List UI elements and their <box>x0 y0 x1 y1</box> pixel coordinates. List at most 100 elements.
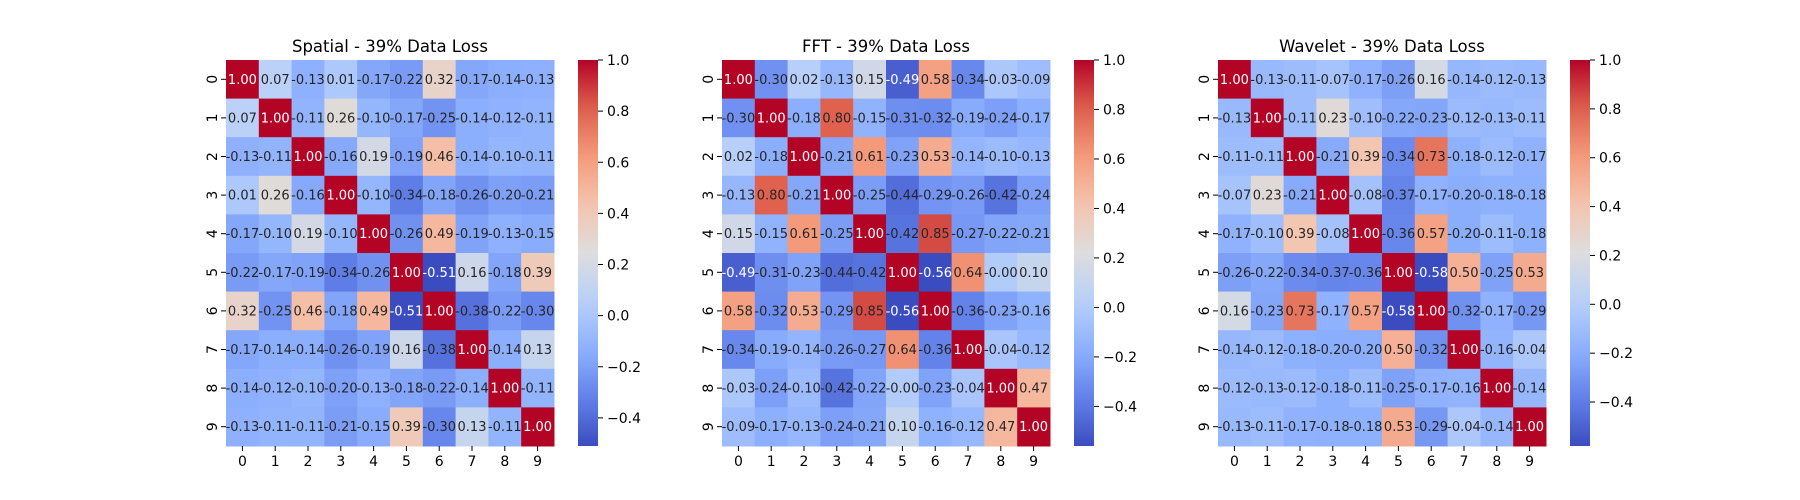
cell-value-label: -0.18 <box>1480 189 1514 204</box>
cell-value-label: -0.12 <box>488 111 522 126</box>
cell-value-label: -0.18 <box>1316 382 1350 397</box>
cell-value-label: 0.10 <box>1019 266 1048 281</box>
cell-value-label: -0.03 <box>722 382 756 397</box>
heatmap-cell <box>1349 137 1383 177</box>
cell-value-label: -0.56 <box>886 304 920 319</box>
chart-title: Wavelet - 39% Data Loss <box>1279 37 1485 56</box>
heatmap-cell <box>984 60 1018 100</box>
heatmap-cell <box>1480 98 1514 138</box>
cell-value-label: 0.73 <box>1417 150 1446 165</box>
heatmap-cell <box>1283 175 1317 215</box>
heatmap-cell <box>357 60 391 100</box>
cell-value-label: 1.00 <box>1351 227 1380 242</box>
heatmap-cell <box>1414 60 1449 100</box>
cell-value-label: 0.26 <box>326 111 355 126</box>
cell-value-label: 0.85 <box>921 227 950 242</box>
cell-value-label: -0.17 <box>390 111 424 126</box>
cell-value-label: -0.22 <box>984 227 1018 242</box>
heatmap-cell <box>1382 175 1416 215</box>
heatmap-cell <box>521 368 555 408</box>
cell-value-label: -0.49 <box>722 266 756 281</box>
heatmap-cell <box>1250 291 1285 331</box>
x-tick-label: 5 <box>1394 454 1403 470</box>
heatmap-cell <box>226 175 260 215</box>
heatmap-cell <box>787 137 821 177</box>
cell-value-label: 1.00 <box>1384 266 1413 281</box>
cell-value-label: 0.80 <box>822 111 851 126</box>
heatmap-cell <box>853 98 887 138</box>
y-tick-label: 7 <box>1197 345 1213 354</box>
colorbar-tick-label: 1.0 <box>1599 53 1621 69</box>
heatmap-cell <box>1414 214 1449 254</box>
cell-value-label: 0.57 <box>1351 304 1380 319</box>
x-tick-label: 0 <box>1230 454 1239 470</box>
heatmap-cell <box>951 330 985 370</box>
heatmap-cell <box>521 60 555 100</box>
cell-value-label: -0.10 <box>291 382 325 397</box>
cell-value-label: -0.10 <box>357 189 391 204</box>
cell-value-label: -0.13 <box>1250 73 1284 88</box>
cell-value-label: -0.03 <box>984 73 1018 88</box>
heatmap-cell <box>754 368 789 408</box>
cell-value-label: -0.26 <box>951 189 985 204</box>
cell-value-label: 1.00 <box>458 343 487 358</box>
heatmap-cell <box>1447 60 1481 100</box>
cell-value-label: -0.17 <box>258 266 292 281</box>
heatmap-cell <box>722 368 756 408</box>
cell-value-label: -0.11 <box>258 420 292 435</box>
cell-value-label: -0.00 <box>886 382 920 397</box>
heatmap-cell <box>1017 291 1051 331</box>
cell-value-label: -0.26 <box>324 343 358 358</box>
heatmap-cell <box>820 98 854 138</box>
cell-value-label: -0.11 <box>1250 150 1284 165</box>
y-tick-label: 1 <box>205 113 221 122</box>
colorbar-tick-label: 0.0 <box>1599 297 1621 313</box>
cell-value-label: -0.11 <box>1250 420 1284 435</box>
heatmap-cell <box>1316 214 1350 254</box>
heatmap-cell <box>1017 368 1051 408</box>
cell-value-label: 0.73 <box>1286 304 1315 319</box>
heatmap-cell <box>455 175 489 215</box>
cell-value-label: -0.10 <box>258 227 292 242</box>
heatmap-cell <box>1382 407 1416 447</box>
cell-value-label: -0.26 <box>1382 73 1416 88</box>
heatmap-cell <box>1250 330 1285 370</box>
cell-value-label: -0.14 <box>291 343 325 358</box>
heatmap-cell <box>1316 368 1350 408</box>
heatmap-cell <box>324 137 358 177</box>
cell-value-label: 1.00 <box>1220 73 1249 88</box>
cell-value-label: -0.22 <box>390 73 424 88</box>
cell-value-label: -0.58 <box>1414 266 1448 281</box>
heatmap-cell <box>521 175 555 215</box>
cell-value-label: -0.25 <box>1480 266 1514 281</box>
cell-value-label: -0.10 <box>488 150 522 165</box>
cell-value-label: 0.23 <box>1318 111 1347 126</box>
cell-value-label: -0.23 <box>1250 304 1284 319</box>
colorbar-tick-label: −0.2 <box>607 360 641 376</box>
cell-value-label: -0.08 <box>1316 227 1350 242</box>
heatmap-cell <box>1017 253 1051 293</box>
heatmap-cell <box>1382 368 1416 408</box>
cell-value-label: 0.15 <box>855 73 884 88</box>
cell-value-label: -0.13 <box>1218 111 1252 126</box>
cell-value-label: -0.29 <box>1513 304 1547 319</box>
heatmap-cell <box>357 214 391 254</box>
cell-value-label: -0.11 <box>1349 382 1383 397</box>
cell-value-label: -0.30 <box>754 73 788 88</box>
heatmap-cell <box>984 175 1018 215</box>
cell-value-label: 0.64 <box>888 343 917 358</box>
heatmap-cell <box>521 291 555 331</box>
cell-value-label: -0.22 <box>488 304 522 319</box>
cell-value-label: -0.24 <box>754 382 788 397</box>
cell-value-label: -0.04 <box>1447 420 1481 435</box>
cell-value-label: -0.14 <box>455 150 489 165</box>
colorbar-tick-label: 0.8 <box>1103 102 1125 118</box>
heatmap-cell <box>1017 137 1051 177</box>
cell-value-label: -0.14 <box>1480 420 1514 435</box>
cell-value-label: -0.12 <box>1017 343 1051 358</box>
cell-value-label: -0.21 <box>1316 150 1350 165</box>
heatmap-cell <box>722 214 756 254</box>
heatmap-cell <box>787 407 821 447</box>
heatmap-cell <box>1447 214 1481 254</box>
cell-value-label: -0.11 <box>1218 150 1252 165</box>
